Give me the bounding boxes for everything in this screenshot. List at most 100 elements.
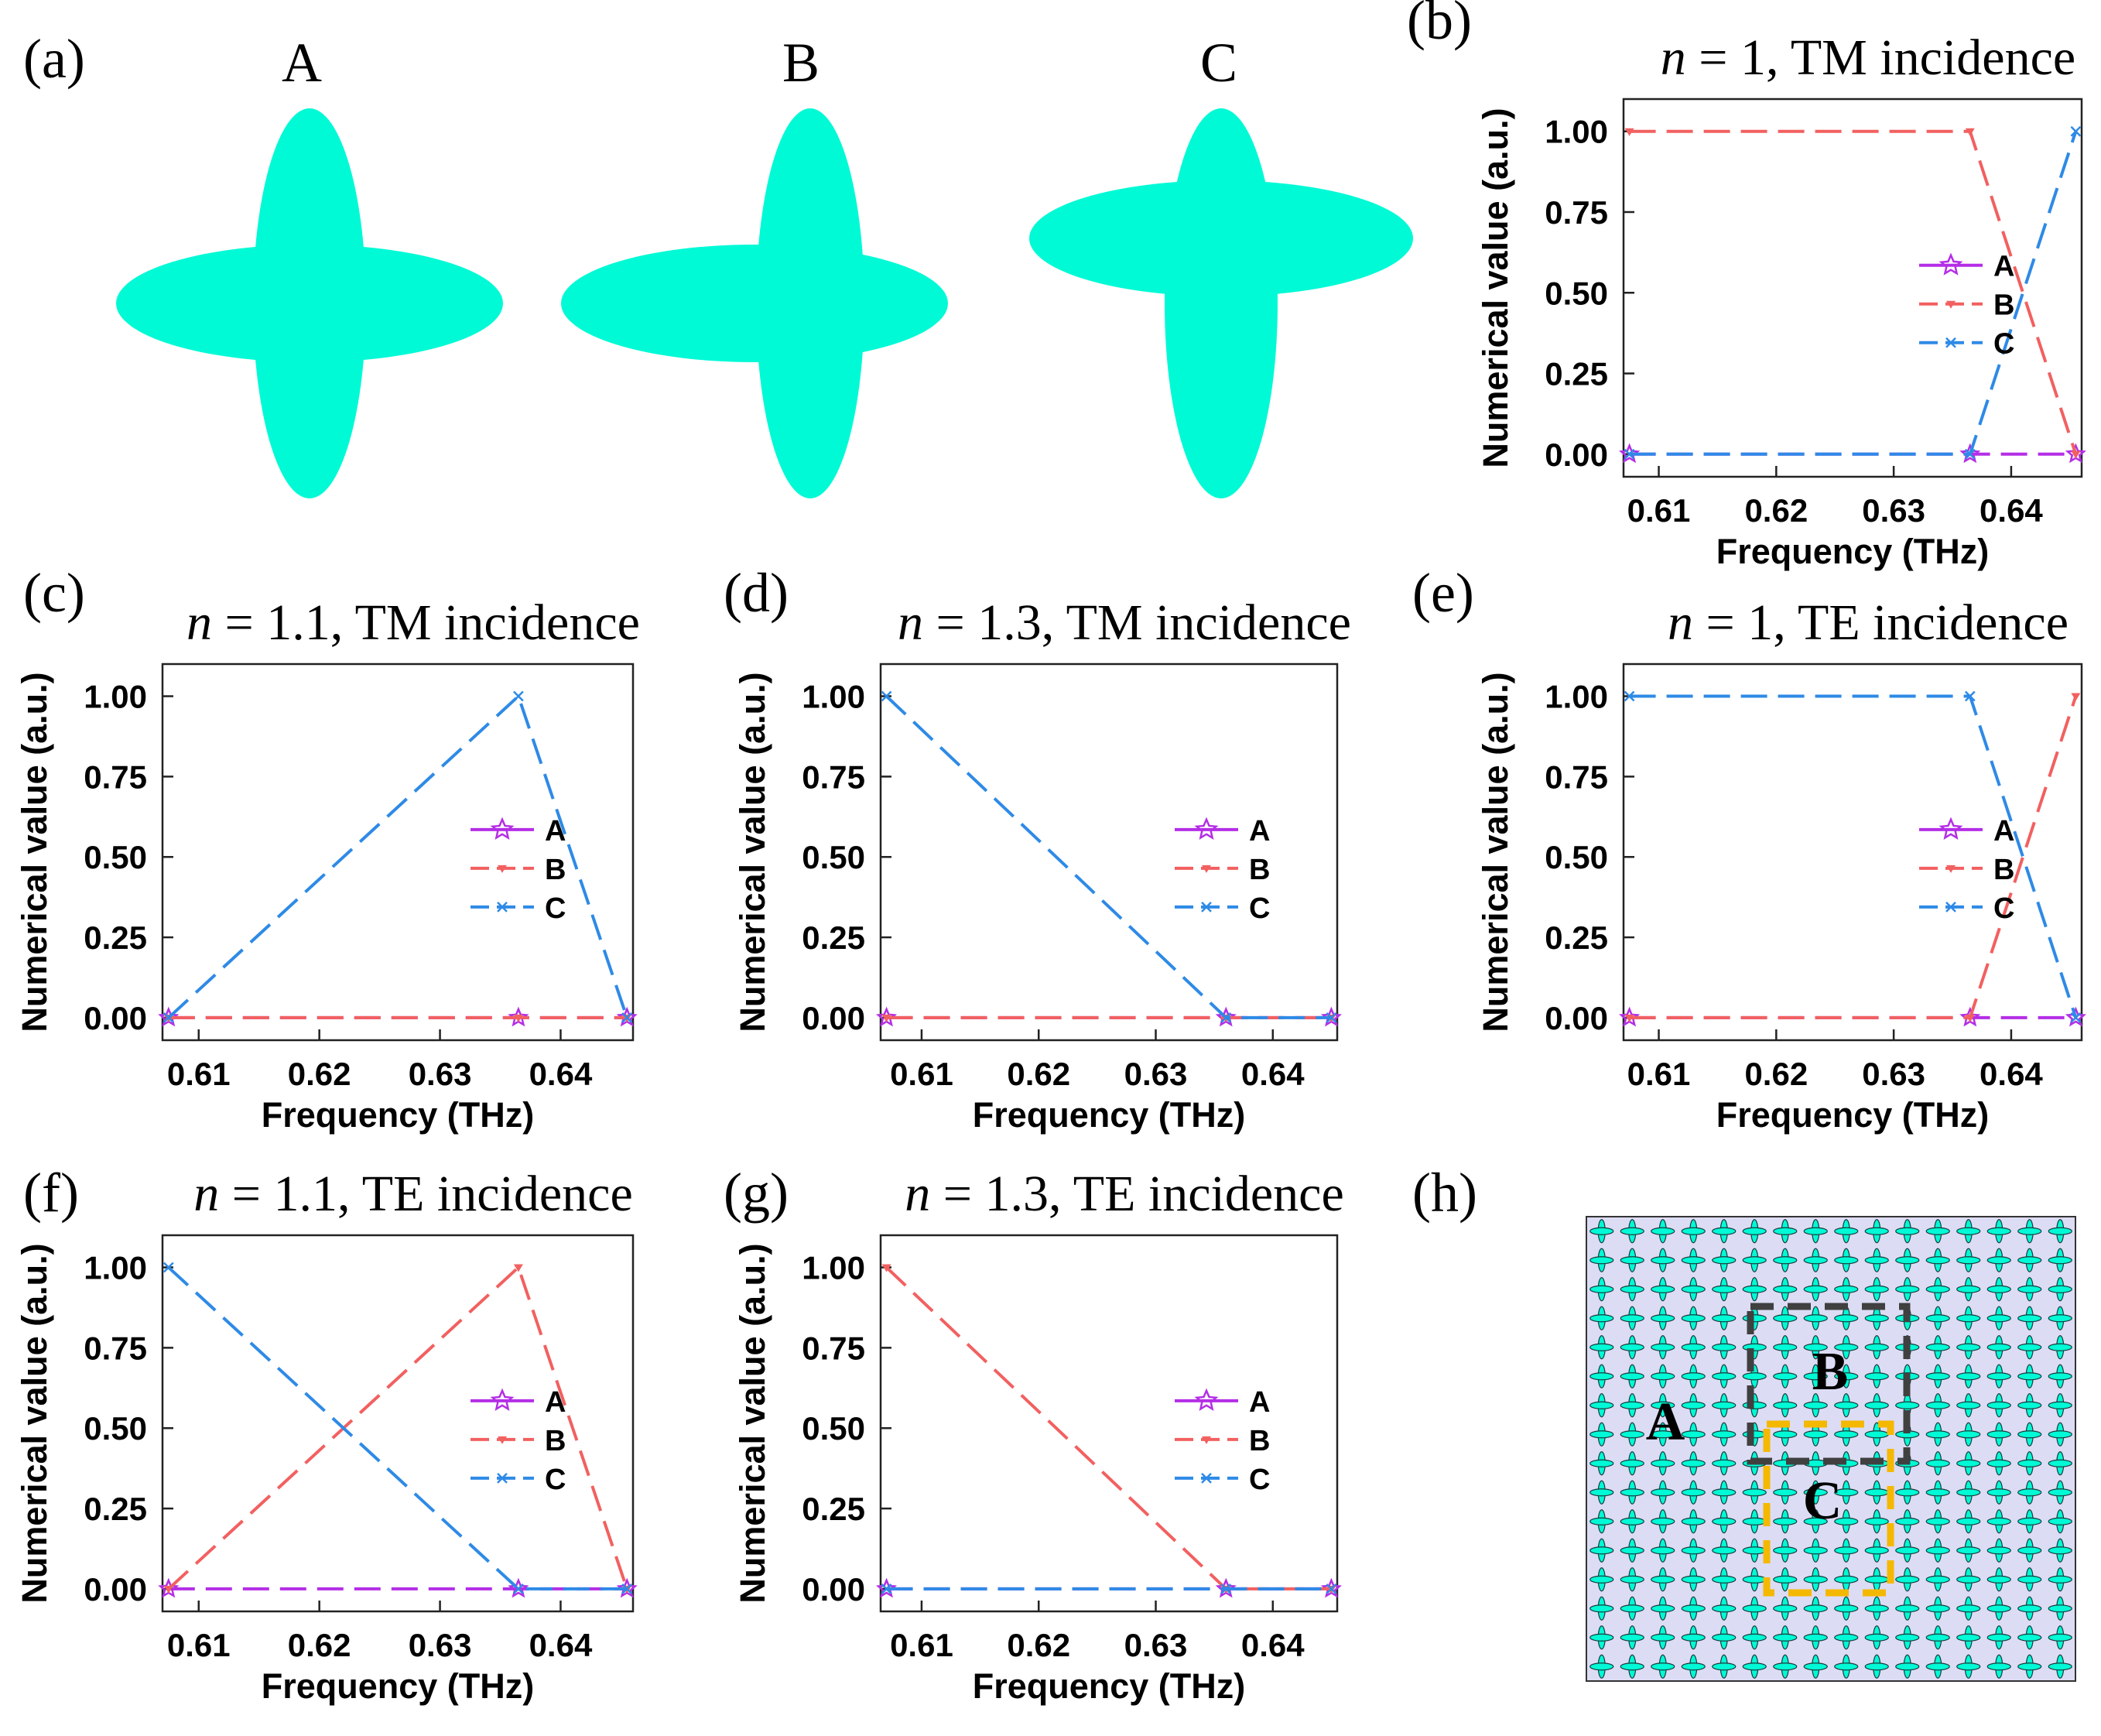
cell-horizontal-arm: [1834, 1517, 1859, 1525]
ytick-label: 0.75: [84, 1330, 147, 1366]
point-C: [2070, 125, 2082, 137]
cell-horizontal-arm: [1589, 1633, 1614, 1642]
array-cell: [1895, 1654, 1920, 1679]
plot-frame-f: [161, 1234, 635, 1613]
array-cell: [1651, 1596, 1675, 1621]
cell-horizontal-arm: [2017, 1401, 2042, 1409]
cell-horizontal-arm: [1651, 1488, 1675, 1497]
cell-horizontal-arm: [1712, 1546, 1737, 1555]
xtick-label: 0.61: [167, 1056, 231, 1092]
legend-marker-C: [1945, 901, 1956, 913]
array-cell: [2048, 1248, 2072, 1272]
cell-horizontal-arm: [1681, 1401, 1706, 1409]
array-cell: [1986, 1451, 2011, 1476]
array-cell: [1834, 1625, 1859, 1650]
y-axis-label-c: Numerical value (a.u.): [15, 672, 54, 1032]
cell-horizontal-arm: [1834, 1546, 1859, 1555]
array-cell: [1986, 1538, 2011, 1563]
array-cell: [1620, 1654, 1644, 1679]
xtick-label: 0.62: [288, 1056, 351, 1092]
array-cell: [1864, 1277, 1889, 1302]
array-cell: [1620, 1364, 1644, 1388]
array-cell: [1589, 1509, 1614, 1534]
cell-horizontal-arm: [1651, 1227, 1675, 1235]
point-B: [1965, 1014, 1975, 1022]
legend-marker-B: [1946, 865, 1956, 873]
chart-title-text-b: = 1, TM incidence: [1686, 29, 2075, 86]
ytick-label: 0.50: [84, 839, 147, 875]
cell-horizontal-arm: [1925, 1604, 1950, 1613]
cell-horizontal-arm: [1712, 1488, 1737, 1497]
cell-horizontal-arm: [1895, 1633, 1920, 1642]
cell-horizontal-arm: [1589, 1488, 1614, 1497]
cell-horizontal-arm: [1681, 1227, 1706, 1235]
chart-title-e: n = 1, TE incidence: [1668, 594, 2068, 651]
cell-horizontal-arm: [1986, 1662, 2011, 1671]
cell-horizontal-arm: [1742, 1633, 1767, 1642]
point-C: [1220, 1584, 1232, 1594]
cell-horizontal-arm: [2048, 1517, 2072, 1525]
array-cell: [1956, 1625, 1981, 1650]
cell-horizontal-arm: [1589, 1343, 1614, 1351]
cell-horizontal-arm: [2017, 1430, 2042, 1439]
panel-label-b: (b): [1407, 0, 1472, 51]
cell-horizontal-arm: [1803, 1604, 1828, 1613]
legend-marker-A: [1194, 817, 1219, 840]
array-cell: [1712, 1451, 1737, 1476]
array-cell: [1742, 1538, 1767, 1563]
cell-horizontal-arm: [2017, 1372, 2042, 1381]
chart-title-text-g: = 1.3, TE incidence: [930, 1166, 1344, 1222]
legend-label-C: C: [1249, 1464, 1270, 1496]
ytick-label: 1.00: [1545, 679, 1608, 715]
array-cell: [1925, 1596, 1950, 1621]
ytick-label: 0.00: [84, 1571, 147, 1608]
cell-horizontal-arm: [1773, 1430, 1798, 1439]
array-grid: [1589, 1219, 2072, 1679]
cell-horizontal-arm: [1681, 1633, 1706, 1642]
cell-horizontal-arm: [1956, 1372, 1981, 1381]
array-cell: [1651, 1451, 1675, 1476]
cell-horizontal-arm: [1651, 1517, 1675, 1525]
ytick-label: 1.00: [84, 1250, 147, 1286]
array-cell: [1956, 1335, 1981, 1360]
chart-title-var-g: n: [905, 1166, 930, 1222]
chart-title-var-c: n: [186, 594, 212, 651]
point-B: [163, 1585, 173, 1594]
chart-title-var-e: n: [1668, 594, 1693, 651]
array-cell: [2048, 1625, 2072, 1650]
chart-title-text-c: = 1.1, TM incidence: [212, 594, 640, 651]
cell-horizontal-arm: [1864, 1488, 1889, 1497]
panel-h-array: (h) A B C: [1412, 1162, 2076, 1682]
panel-label-e: (e): [1412, 562, 1474, 624]
array-cell: [1773, 1306, 1798, 1330]
legend-marker-B: [498, 1436, 507, 1444]
x-axis-label-b: Frequency (THz): [1716, 532, 1990, 571]
array-cell: [1956, 1654, 1981, 1679]
array-cell: [1620, 1306, 1644, 1330]
legend-label-B: B: [1993, 854, 2014, 886]
array-cell: [1681, 1509, 1706, 1534]
legend-label-C: C: [545, 892, 566, 925]
array-cell: [1712, 1538, 1737, 1563]
ytick-label: 0.00: [84, 1000, 147, 1036]
cell-horizontal-arm: [1925, 1401, 1950, 1409]
cell-horizontal-arm: [1864, 1517, 1889, 1525]
array-cell: [1864, 1625, 1889, 1650]
xtick-label: 0.64: [1241, 1056, 1305, 1092]
array-background: [1586, 1216, 2076, 1682]
array-cell: [1651, 1654, 1675, 1679]
array-cell: [1803, 1654, 1828, 1679]
array-cell: [1986, 1480, 2011, 1505]
cell-horizontal-arm: [1742, 1488, 1767, 1497]
array-cell: [1986, 1625, 2011, 1650]
array-cell: [1712, 1335, 1737, 1360]
cell-horizontal-arm: [2048, 1575, 2072, 1584]
array-cell: [2048, 1422, 2072, 1447]
array-cell: [1803, 1509, 1828, 1534]
cell-horizontal-arm: [1956, 1604, 1981, 1613]
array-cell: [1956, 1538, 1981, 1563]
legend-label-C: C: [1993, 328, 2014, 361]
cell-horizontal-arm: [2048, 1662, 2072, 1671]
legend-marker-A: [1938, 252, 1963, 276]
series-line-C: [167, 1266, 628, 1590]
